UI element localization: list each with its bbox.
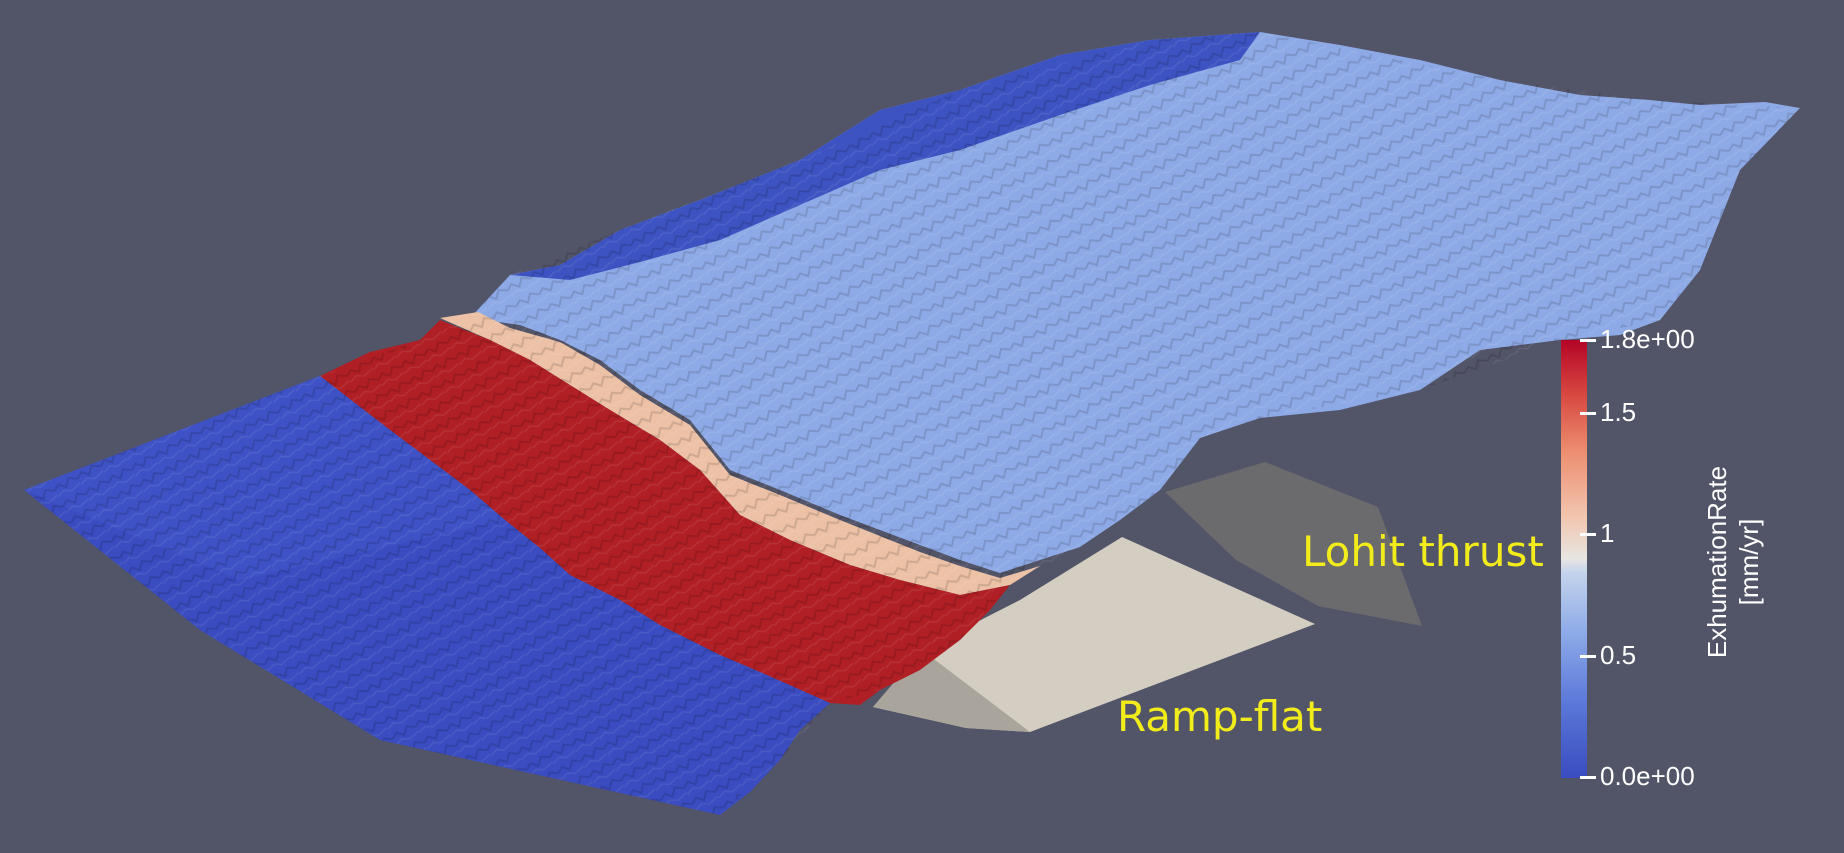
colorbar-title-line1: ExhumationRate	[1702, 465, 1732, 659]
ramp-flat-plane	[873, 537, 1315, 732]
colorbar-tick-1-5	[1580, 412, 1596, 415]
colorbar-tick-max	[1580, 339, 1596, 342]
terrain-texture	[24, 32, 1800, 815]
colorbar-label-min: 0.0e+00	[1600, 761, 1695, 791]
ramp-flat-label: Ramp-flat	[1117, 692, 1323, 741]
colorbar	[1561, 340, 1587, 778]
colorbar-label-1: 1	[1600, 518, 1615, 548]
colorbar-label-0-5: 0.5	[1600, 640, 1637, 670]
colorbar-label-max: 1.8e+00	[1600, 324, 1695, 354]
colorbar-tick-min	[1580, 776, 1596, 779]
colorbar-tick-1	[1580, 533, 1596, 536]
lohit-thrust-plane	[1165, 462, 1422, 626]
colorbar-label-1-5: 1.5	[1600, 397, 1637, 427]
lohit-thrust-label: Lohit thrust	[1302, 527, 1544, 576]
colorbar-tick-0-5	[1580, 655, 1596, 658]
colorbar-title-line2: [mm/yr]	[1734, 518, 1764, 606]
colorbar-title: ExhumationRate [mm/yr]	[1701, 466, 1765, 658]
